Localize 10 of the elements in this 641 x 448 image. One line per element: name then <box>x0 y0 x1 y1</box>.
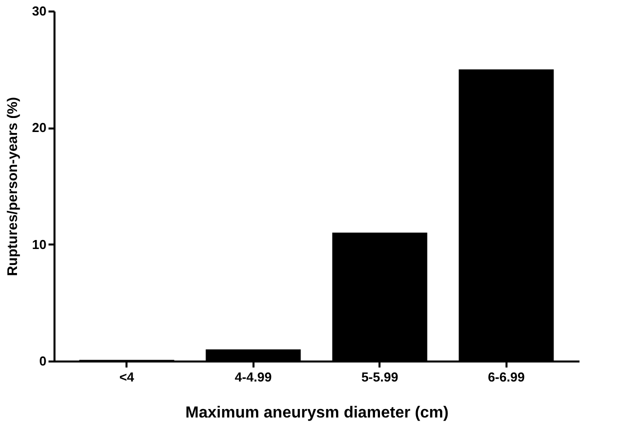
x-tick-label: <4 <box>119 370 135 384</box>
y-tick-label: 20 <box>32 120 46 136</box>
x-axis-title: Maximum aneurysm diameter (cm) <box>185 404 449 422</box>
x-tick-label: 6-6.99 <box>488 370 525 384</box>
y-tick-label: 30 <box>32 4 46 18</box>
y-tick-label: 0 <box>39 354 46 368</box>
y-axis-title: Ruptures/person-years (%) <box>4 97 20 276</box>
x-tick-label: 5-5.99 <box>361 370 398 384</box>
x-tick-label: 4-4.99 <box>234 370 272 384</box>
y-tick-label: 10 <box>32 236 46 252</box>
